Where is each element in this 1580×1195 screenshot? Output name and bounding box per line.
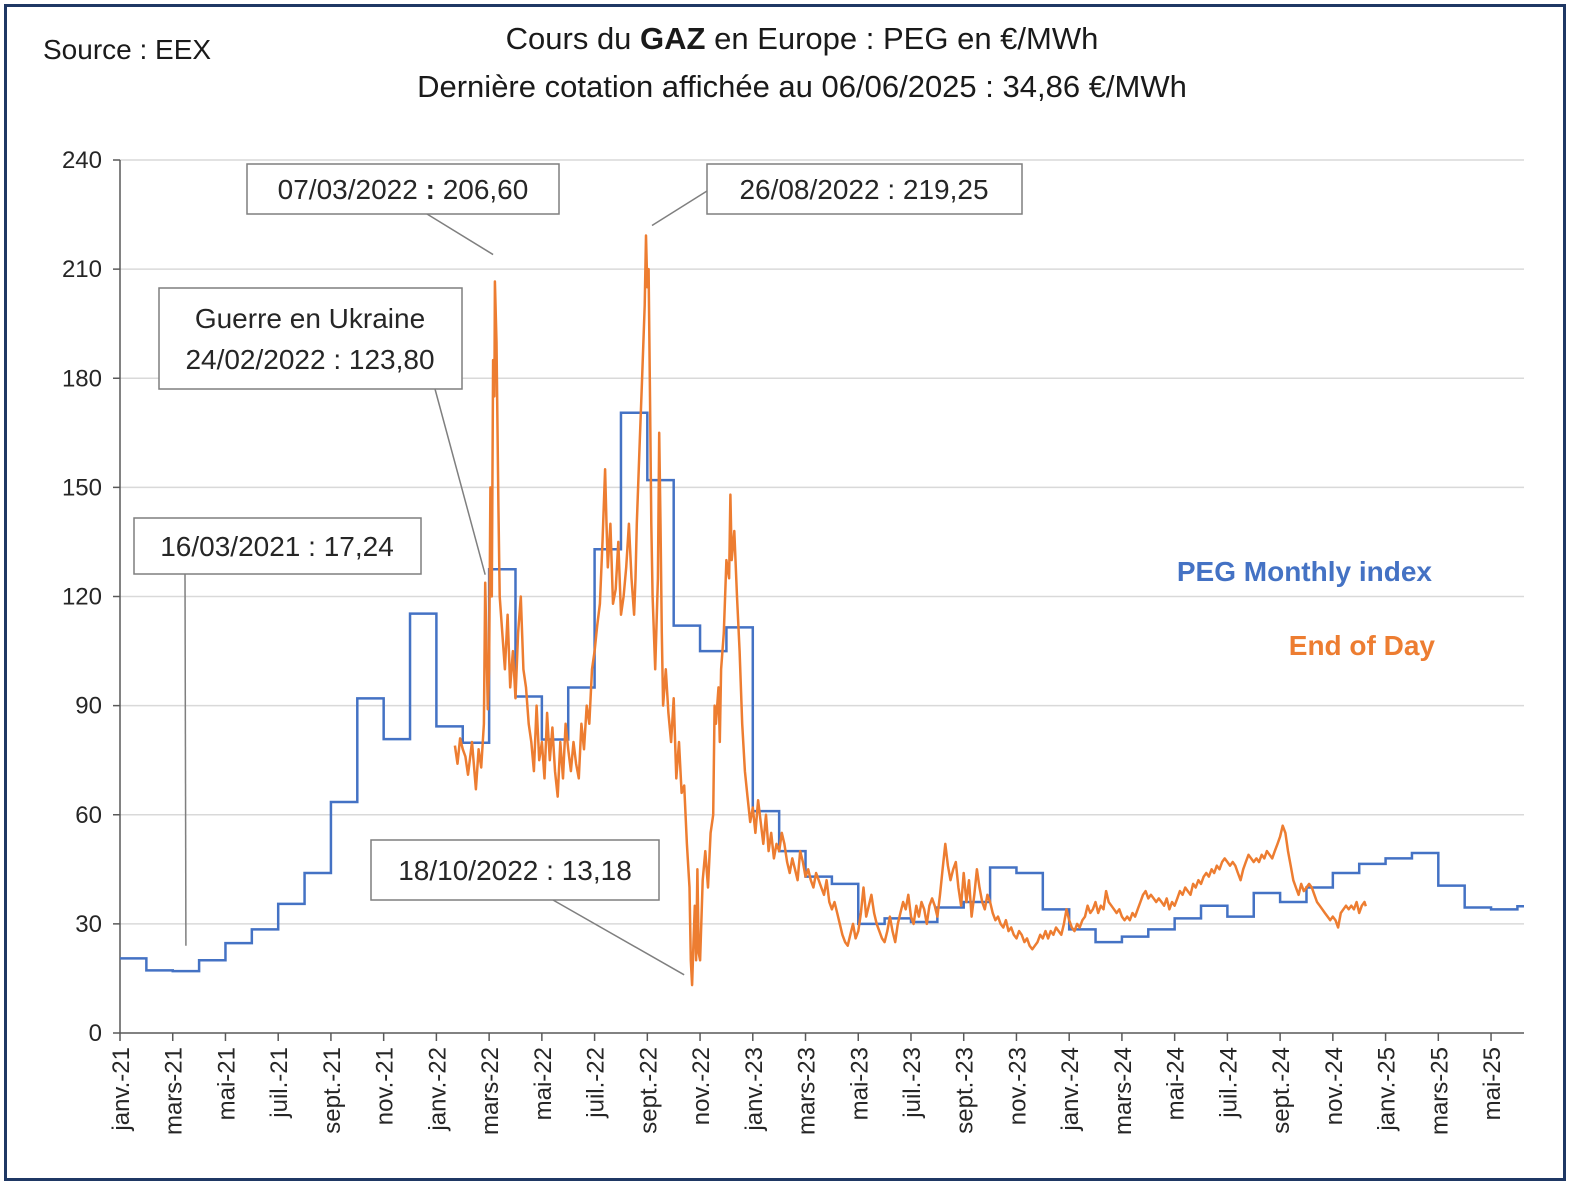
chart-title-line2: Dernière cotation affichée au 06/06/2025… bbox=[417, 69, 1187, 104]
x-tick-label: nov.-21 bbox=[372, 1047, 399, 1125]
y-tick-label: 240 bbox=[62, 147, 102, 174]
x-tick-label: nov.-24 bbox=[1321, 1047, 1348, 1125]
annotation-07-03-2022: 07/03/2022 : 206,60 bbox=[246, 163, 560, 215]
source-label: Source : EEX bbox=[43, 34, 211, 65]
annotation-text: 16/03/2021 : 17,24 bbox=[160, 531, 394, 562]
y-tick-label: 0 bbox=[89, 1020, 102, 1047]
annotation-leader-line bbox=[426, 213, 494, 256]
y-tick-label: 90 bbox=[75, 693, 102, 720]
x-tick-label: nov.-23 bbox=[1004, 1047, 1031, 1125]
x-tick-label: janv.-25 bbox=[1374, 1047, 1401, 1132]
title-bold: GAZ bbox=[640, 21, 706, 56]
x-tick-label: mars-22 bbox=[477, 1047, 504, 1135]
x-tick-label: mai-23 bbox=[846, 1047, 873, 1120]
x-tick-label: mars-23 bbox=[794, 1047, 821, 1135]
x-tick-label: juil.-22 bbox=[583, 1047, 610, 1119]
series-layer bbox=[120, 234, 1524, 987]
y-tick-label: 180 bbox=[62, 365, 102, 392]
y-tick-label: 150 bbox=[62, 474, 102, 501]
annotation-guerre-ukraine: Guerre en Ukraine 24/02/2022 : 123,80 bbox=[158, 287, 463, 390]
annotation-leaders bbox=[184, 190, 708, 976]
series-end-of-day bbox=[453, 234, 1367, 987]
x-tick-label: mai-25 bbox=[1479, 1047, 1506, 1120]
annotation-leader-line bbox=[552, 899, 685, 976]
annotation-26-08-2022: 26/08/2022 : 219,25 bbox=[706, 163, 1023, 215]
x-tick-label: mars-25 bbox=[1426, 1047, 1453, 1135]
series-peg-monthly-index bbox=[120, 411, 1524, 973]
chart-svg: Source : EEX Cours du GAZ en Europe : PE… bbox=[43, 21, 1524, 1135]
legend-eod: End of Day bbox=[1289, 630, 1436, 661]
annotation-18-10-2022: 18/10/2022 : 13,18 bbox=[370, 839, 660, 901]
x-tick-label: janv.-22 bbox=[424, 1047, 451, 1132]
x-tick-label: juil.-21 bbox=[266, 1047, 293, 1119]
x-tick-label: juil.-24 bbox=[1215, 1047, 1242, 1119]
y-tick-label: 60 bbox=[75, 802, 102, 829]
x-tick-label: mai-22 bbox=[530, 1047, 557, 1120]
x-tick-label: sept.-22 bbox=[635, 1047, 662, 1134]
annotation-leader-line bbox=[434, 388, 486, 575]
annotation-text-line1: Guerre en Ukraine bbox=[195, 303, 425, 334]
annotation-leader-line bbox=[651, 190, 708, 227]
annotation-sep: : bbox=[418, 174, 443, 205]
x-tick-label: nov.-22 bbox=[688, 1047, 715, 1125]
title-post: en Europe : PEG en €/MWh bbox=[705, 21, 1098, 56]
annotation-value: 206,60 bbox=[443, 174, 529, 205]
legend-monthly: PEG Monthly index bbox=[1177, 556, 1433, 587]
x-tick-label: sept.-24 bbox=[1268, 1047, 1295, 1134]
x-tick-label: janv.-21 bbox=[108, 1047, 135, 1132]
x-axis-ticks: janv.-21 mars-21 mai-21 juil.-21 sept.-21 nov… bbox=[108, 1033, 1506, 1135]
y-tick-label: 210 bbox=[62, 256, 102, 283]
y-tick-label: 120 bbox=[62, 584, 102, 611]
x-tick-label: sept.-23 bbox=[952, 1047, 979, 1134]
x-tick-label: janv.-24 bbox=[1057, 1047, 1084, 1132]
annotation-text: 07/03/2022 : 206,60 bbox=[278, 174, 529, 205]
chart-frame: Source : EEX Cours du GAZ en Europe : PE… bbox=[4, 4, 1566, 1181]
x-tick-label: mars-24 bbox=[1110, 1047, 1137, 1135]
x-tick-label: mars-21 bbox=[161, 1047, 188, 1135]
axes bbox=[119, 160, 1524, 1034]
x-tick-label: sept.-21 bbox=[319, 1047, 346, 1134]
y-axis-ticks: 0 30 60 90 120 150 180 210 240 bbox=[62, 147, 120, 1047]
chart-title-line1: Cours du GAZ en Europe : PEG en €/MWh bbox=[506, 21, 1099, 56]
annotation-leader-line bbox=[184, 573, 187, 946]
annotation-text-line2: 24/02/2022 : 123,80 bbox=[185, 344, 434, 375]
title-pre: Cours du bbox=[506, 21, 640, 56]
annotation-date: 07/03/2022 bbox=[278, 174, 418, 205]
annotation-16-03-2021: 16/03/2021 : 17,24 bbox=[133, 517, 422, 575]
annotation-text: 26/08/2022 : 219,25 bbox=[739, 174, 988, 205]
annotation-text: 18/10/2022 : 13,18 bbox=[398, 855, 632, 886]
x-tick-label: juil.-23 bbox=[899, 1047, 926, 1119]
x-tick-label: mai-24 bbox=[1163, 1047, 1190, 1120]
y-tick-label: 30 bbox=[75, 911, 102, 938]
x-tick-label: mai-21 bbox=[213, 1047, 240, 1120]
x-tick-label: janv.-23 bbox=[741, 1047, 768, 1132]
